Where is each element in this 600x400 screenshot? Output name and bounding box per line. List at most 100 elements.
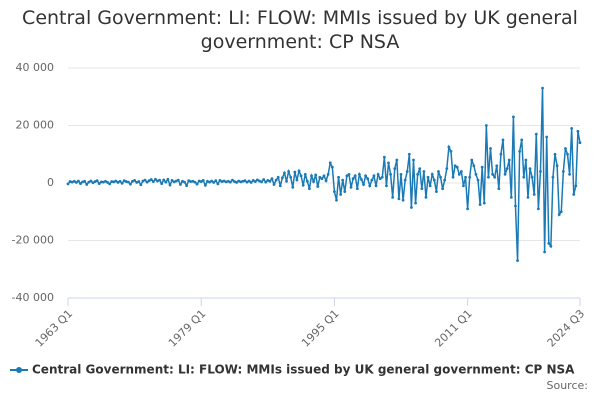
data-point <box>201 179 205 182</box>
data-point <box>514 204 517 208</box>
data-point <box>149 178 153 181</box>
data-point <box>253 180 257 183</box>
data-point <box>532 193 536 196</box>
data-point <box>318 175 322 179</box>
data-point <box>143 178 147 182</box>
data-point <box>77 179 80 183</box>
data-point <box>495 164 499 168</box>
data-point <box>189 180 193 183</box>
data-point <box>228 180 232 184</box>
data-point <box>110 180 114 183</box>
y-tick-label: -40 000 <box>12 291 54 304</box>
data-point <box>114 179 118 183</box>
data-point <box>335 198 338 202</box>
data-point <box>457 172 461 176</box>
data-point <box>564 147 567 150</box>
data-point <box>472 164 476 168</box>
data-point <box>387 161 390 165</box>
data-point <box>370 178 374 182</box>
data-point <box>278 184 282 188</box>
data-point <box>126 180 130 184</box>
data-point <box>158 178 161 182</box>
data-point <box>543 250 547 254</box>
data-point <box>87 180 91 184</box>
data-point <box>478 203 482 206</box>
data-point <box>493 175 497 179</box>
data-point <box>522 175 526 179</box>
data-point <box>453 164 457 168</box>
data-point <box>568 172 571 176</box>
data-point <box>185 184 189 187</box>
y-tick-label: 20 000 <box>16 119 55 132</box>
data-point <box>295 178 299 182</box>
data-point <box>576 129 580 133</box>
data-point <box>378 177 382 181</box>
data-point <box>162 178 166 182</box>
data-point <box>447 145 451 149</box>
data-point <box>283 171 286 175</box>
data-point <box>468 175 472 179</box>
data-point <box>572 193 576 196</box>
data-point <box>497 187 501 191</box>
data-point <box>299 174 303 178</box>
data-point <box>249 181 253 184</box>
data-point <box>72 179 76 183</box>
x-tick-label: 1995 Q1 <box>299 307 342 350</box>
data-point <box>291 185 295 189</box>
data-point <box>120 181 124 185</box>
data-point <box>574 184 578 188</box>
data-point <box>285 179 288 183</box>
data-point <box>505 167 509 171</box>
data-point <box>545 135 549 139</box>
data-point <box>195 182 199 186</box>
data-point <box>405 170 409 173</box>
data-point <box>499 152 503 156</box>
legend-label: Central Government: LI: FLOW: MMIs issue… <box>32 363 575 377</box>
data-point <box>362 183 365 186</box>
data-point <box>305 179 309 183</box>
data-point <box>393 167 397 171</box>
legend-marker <box>16 367 22 373</box>
data-point <box>199 180 203 183</box>
data-point <box>507 158 511 162</box>
data-point <box>166 177 170 181</box>
data-point <box>235 181 238 184</box>
data-point <box>310 174 313 178</box>
data-point <box>137 180 141 183</box>
data-point <box>487 175 490 179</box>
data-point <box>443 178 447 182</box>
data-point <box>437 170 440 173</box>
data-point <box>424 195 428 199</box>
data-point <box>231 178 234 182</box>
data-point <box>407 152 411 156</box>
data-point <box>355 187 359 191</box>
chart-title: Central Government: LI: FLOW: MMIs issue… <box>22 7 578 53</box>
data-point <box>301 183 305 187</box>
data-point <box>389 172 393 176</box>
x-tick-label: 2011 Q1 <box>432 307 475 350</box>
data-point <box>270 177 274 181</box>
data-point <box>91 181 95 185</box>
data-point <box>316 185 320 188</box>
data-point <box>470 158 474 162</box>
data-point <box>116 181 120 184</box>
data-point <box>382 155 386 159</box>
data-point <box>466 207 470 211</box>
source: Source: <box>547 379 589 392</box>
data-point <box>293 170 297 174</box>
data-point <box>314 173 318 177</box>
data-point <box>245 180 249 184</box>
data-point <box>428 184 432 188</box>
data-point <box>212 181 216 184</box>
data-point <box>561 170 565 173</box>
data-point <box>549 244 553 248</box>
data-point <box>351 177 355 181</box>
data-point <box>106 181 109 184</box>
data-point <box>74 181 78 184</box>
data-point <box>401 198 405 202</box>
data-point <box>399 172 403 176</box>
data-point <box>430 172 434 176</box>
data-point <box>364 174 368 178</box>
data-point <box>328 161 332 165</box>
